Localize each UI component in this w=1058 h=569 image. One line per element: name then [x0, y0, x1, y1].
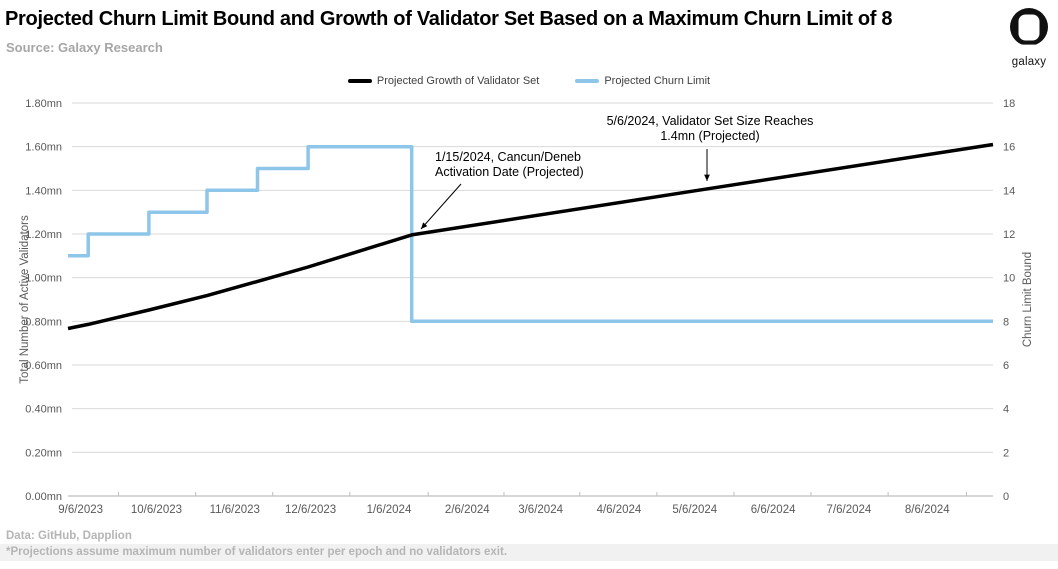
right-tick-label: 14	[1003, 185, 1015, 197]
left-axis: 0.00mn 0.20mn 0.40mn 0.60mn 0.80mn 1.00mn 1.20…	[19, 98, 62, 503]
x-tick-label: 3/6/2024	[518, 504, 563, 516]
left-tick-label: 0.60mn	[25, 360, 62, 372]
legend-swatch-black-line	[347, 79, 372, 83]
right-tick-label: 6	[1003, 360, 1009, 372]
right-tick-label: 2	[1003, 447, 1009, 459]
annotation-arrowhead-cancun-deneb	[421, 222, 428, 229]
x-tick-label: 6/6/2024	[751, 504, 796, 516]
left-tick-label: 1.60mn	[25, 142, 62, 154]
legend-item-churn-limit[interactable]: Projected Churn Limit	[575, 75, 710, 87]
galaxy-logo: galaxy	[1006, 6, 1052, 68]
left-axis-title: Total Number of Active Validators	[19, 215, 31, 384]
galaxy-logo-word: galaxy	[1011, 56, 1047, 68]
galaxy-logo-icon	[1009, 8, 1049, 49]
annotation-arrowhead-validator-set-1-4mn	[704, 174, 710, 181]
x-tick-label: 7/6/2024	[827, 504, 872, 516]
footer-projection-note: *Projections assume maximum number of va…	[6, 546, 508, 558]
annotation-text-cancun-deneb: Activation Date (Projected)	[435, 165, 584, 179]
right-tick-label: 4	[1003, 404, 1009, 416]
legend-item-validator-growth[interactable]: Projected Growth of Validator Set	[347, 75, 540, 87]
right-tick-label: 12	[1003, 229, 1015, 241]
source-label: Source: Galaxy Research	[6, 40, 163, 55]
footer-band	[0, 544, 1058, 561]
right-tick-label: 10	[1003, 273, 1015, 285]
series-projected-churn-limit	[68, 144, 993, 324]
right-axis-title: Churn Limit Bound	[1022, 252, 1034, 347]
x-tick-label: 12/6/2023	[285, 504, 336, 516]
legend-swatch-blue-line	[575, 79, 600, 83]
left-tick-label: 1.20mn	[25, 229, 62, 241]
legend-label: Projected Churn Limit	[604, 75, 711, 87]
footer-data-source: Data: GitHub, Dapplion	[6, 530, 132, 542]
left-tick-label: 0.00mn	[25, 491, 62, 503]
annotation-text-validator-set-1-4mn: 1.4mn (Projected)	[660, 129, 759, 143]
left-tick-label: 0.40mn	[25, 404, 62, 416]
page-title: Projected Churn Limit Bound and Growth o…	[5, 8, 893, 30]
series-projected-growth-of-validator-set	[67, 142, 994, 331]
chart-legend: Projected Growth of Validator Set Projec…	[0, 73, 1058, 89]
annotation-arrow-cancun-deneb	[420, 183, 462, 230]
left-tick-label: 0.80mn	[25, 316, 62, 328]
x-tick-label: 5/6/2024	[672, 504, 717, 516]
right-tick-label: 8	[1003, 316, 1009, 328]
legend-label: Projected Growth of Validator Set	[376, 75, 540, 87]
annotation-text-cancun-deneb: 1/15/2024, Cancun/Deneb	[435, 150, 581, 164]
right-tick-label: 0	[1003, 491, 1009, 503]
x-tick-label: 4/6/2024	[597, 504, 642, 516]
x-tick-label: 1/6/2024	[367, 504, 412, 516]
right-tick-label: 16	[1003, 142, 1015, 154]
left-tick-label: 1.40mn	[25, 185, 62, 197]
right-axis: 0 2 4 6 8 10 12 14 16 18 Churn Limit Bound	[1003, 98, 1034, 503]
x-tick-label: 8/6/2024	[905, 504, 950, 516]
x-axis: 9/6/2023 10/6/2023 11/6/2023 12/6/2023 1/6/2…	[58, 492, 993, 516]
left-tick-label: 0.20mn	[25, 447, 62, 459]
right-tick-label: 18	[1003, 98, 1015, 110]
x-tick-label: 10/6/2023	[131, 504, 182, 516]
x-tick-label: 2/6/2024	[445, 504, 490, 516]
left-tick-label: 1.80mn	[25, 98, 62, 110]
x-tick-label: 11/6/2023	[210, 504, 260, 516]
x-tick-label: 9/6/2023	[58, 504, 103, 516]
left-tick-label: 1.00mn	[25, 273, 62, 285]
annotation-text-validator-set-1-4mn: 5/6/2024, Validator Set Size Reaches	[607, 114, 814, 128]
